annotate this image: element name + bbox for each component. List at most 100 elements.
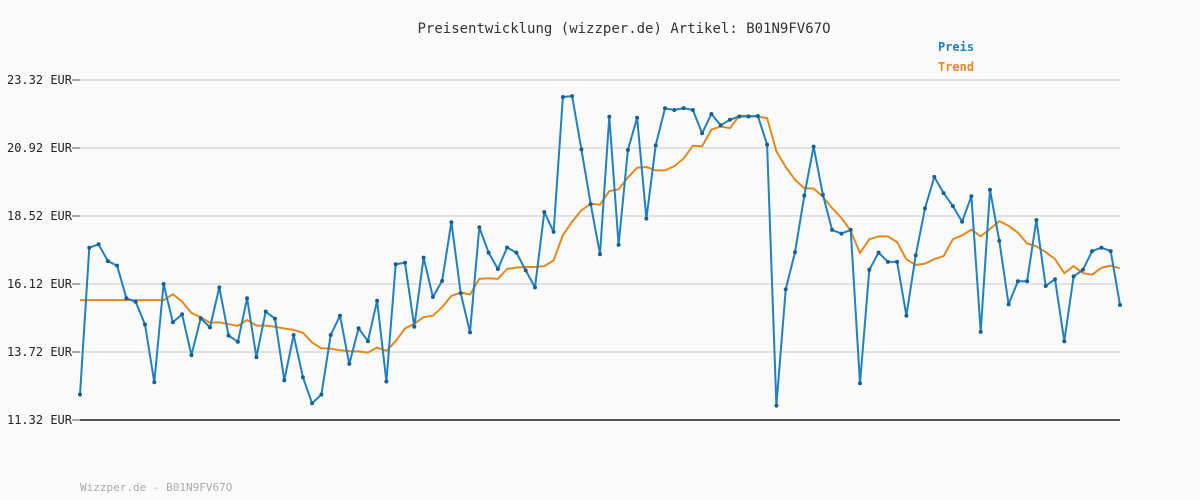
data-point-preis xyxy=(189,353,194,358)
data-point-preis xyxy=(198,316,203,321)
data-point-preis xyxy=(365,339,370,344)
data-point-preis xyxy=(338,313,342,318)
data-point-preis xyxy=(533,285,537,290)
data-point-preis xyxy=(625,148,630,152)
data-point-preis xyxy=(143,322,147,327)
data-point-preis xyxy=(421,255,426,260)
data-point-preis xyxy=(1071,274,1076,279)
data-point-preis xyxy=(681,106,686,111)
data-point-preis xyxy=(923,206,927,211)
data-point-preis xyxy=(1053,277,1057,282)
data-point-preis xyxy=(820,192,825,197)
grid xyxy=(80,79,1120,353)
data-point-preis xyxy=(858,381,862,386)
data-point-preis xyxy=(273,316,277,321)
data-point-preis xyxy=(375,298,380,303)
data-point-preis xyxy=(115,263,120,268)
data-point-preis xyxy=(746,114,751,119)
data-point-preis xyxy=(245,296,250,301)
data-point-preis xyxy=(1043,284,1048,288)
data-point-preis xyxy=(263,309,268,314)
legend-preis: Preis xyxy=(938,40,974,54)
data-point-preis xyxy=(440,278,445,283)
data-point-preis xyxy=(1118,303,1122,307)
data-point-preis xyxy=(932,174,937,179)
data-point-preis xyxy=(802,193,807,198)
data-point-preis xyxy=(1080,267,1085,272)
data-point-preis xyxy=(644,216,649,221)
data-point-preis xyxy=(1015,279,1020,284)
data-point-preis xyxy=(774,403,779,408)
legend-trend: Trend xyxy=(938,60,974,74)
data-point-preis xyxy=(495,267,500,271)
data-point-preis xyxy=(133,299,138,304)
data-point-preis xyxy=(124,296,129,301)
data-point-preis xyxy=(291,333,296,337)
footer-text: Wizzper.de - B01N9FV67O xyxy=(80,481,232,494)
data-point-preis xyxy=(700,131,705,136)
data-point-preis xyxy=(226,333,231,338)
chart-title: Preisentwicklung (wizzper.de) Artikel: B… xyxy=(417,21,830,37)
data-point-preis xyxy=(1034,218,1039,222)
series-points xyxy=(78,94,1122,408)
data-point-preis xyxy=(282,378,287,383)
y-tick-label: 20.92 EUR xyxy=(7,141,73,155)
data-point-preis xyxy=(328,333,333,337)
y-tick-label: 23.32 EUR xyxy=(7,73,73,87)
data-point-preis xyxy=(412,324,417,329)
data-point-preis xyxy=(988,187,992,192)
data-point-preis xyxy=(997,238,1002,243)
data-point-preis xyxy=(755,114,760,118)
data-point-preis xyxy=(635,115,640,120)
data-point-preis xyxy=(468,330,472,335)
data-point-preis xyxy=(793,250,797,255)
data-point-preis xyxy=(718,123,723,128)
series-line-trend xyxy=(80,114,1121,354)
data-point-preis xyxy=(403,260,407,265)
data-point-preis xyxy=(960,219,965,224)
data-point-preis xyxy=(560,95,565,99)
data-point-preis xyxy=(319,392,324,397)
data-point-preis xyxy=(969,194,974,199)
data-point-preis xyxy=(254,355,259,360)
data-point-preis xyxy=(217,285,222,290)
data-point-preis xyxy=(848,227,853,232)
data-point-preis xyxy=(152,380,157,385)
data-point-preis xyxy=(904,313,909,318)
data-point-preis xyxy=(87,245,92,250)
data-point-preis xyxy=(458,291,463,296)
data-point-preis xyxy=(895,259,900,264)
data-point-preis xyxy=(811,144,816,149)
data-point-preis xyxy=(941,191,946,196)
data-point-preis xyxy=(161,282,166,286)
data-point-preis xyxy=(616,242,621,247)
data-point-preis xyxy=(1099,245,1104,250)
data-point-preis xyxy=(449,220,454,225)
data-point-preis xyxy=(672,108,677,112)
data-point-preis xyxy=(570,94,575,99)
data-point-preis xyxy=(579,147,584,152)
data-point-preis xyxy=(542,210,547,214)
data-point-preis xyxy=(913,253,918,258)
data-point-preis xyxy=(867,267,872,272)
data-point-preis xyxy=(1006,302,1011,307)
data-point-preis xyxy=(235,339,240,344)
y-tick-label: 11.32 EUR xyxy=(7,413,73,427)
data-point-preis xyxy=(1090,249,1095,254)
data-point-preis xyxy=(477,225,482,230)
data-point-preis xyxy=(588,202,593,207)
data-point-preis xyxy=(1025,279,1030,284)
data-point-preis xyxy=(430,295,435,299)
data-point-preis xyxy=(551,229,556,234)
data-point-preis xyxy=(653,143,658,148)
data-point-preis xyxy=(765,142,770,147)
data-point-preis xyxy=(523,268,528,273)
data-point-preis xyxy=(728,117,732,122)
data-point-preis xyxy=(393,262,398,267)
data-point-preis xyxy=(105,259,110,264)
data-point-preis xyxy=(208,325,212,330)
data-point-preis xyxy=(978,329,983,334)
data-point-preis xyxy=(1108,249,1113,254)
